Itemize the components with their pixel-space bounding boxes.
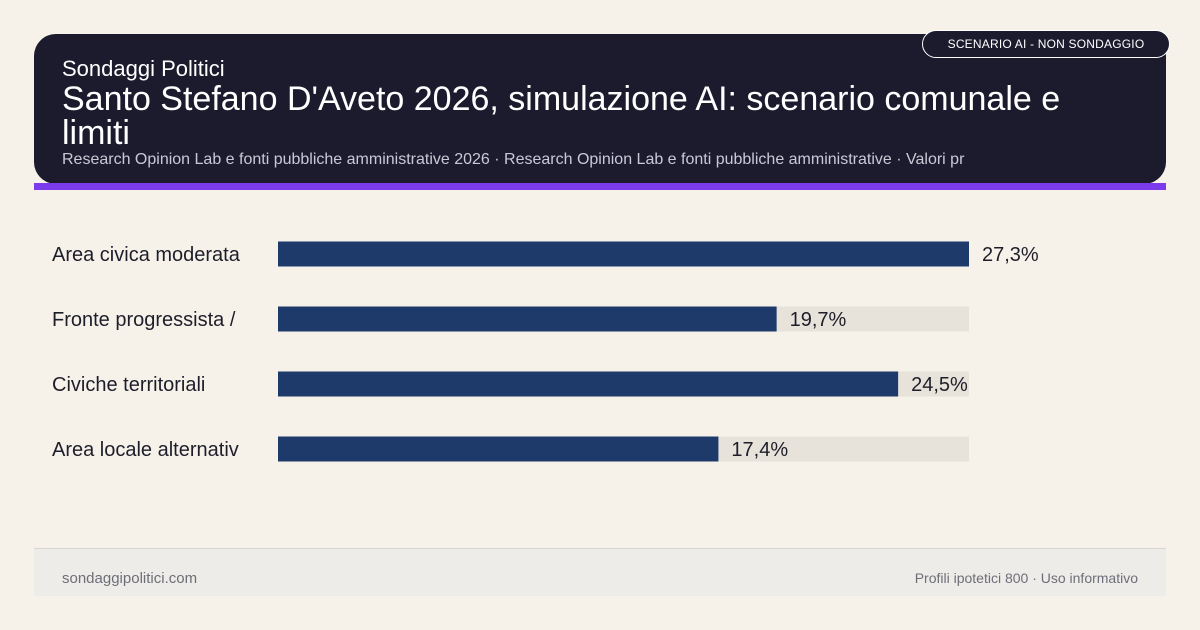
category-label: Area civica moderata (52, 244, 241, 266)
bar (278, 241, 969, 267)
brand-name: Sondaggi Politici (62, 56, 225, 81)
value-label: 27,3% (982, 244, 1039, 266)
value-label: 24,5% (911, 374, 968, 396)
value-label: 17,4% (731, 439, 788, 461)
source-subtitle: Research Opinion Lab e fonti pubbliche a… (62, 151, 965, 168)
value-label: 19,7% (790, 309, 847, 331)
category-label: Civiche territoriali (52, 374, 205, 396)
header-banner: Sondaggi Politici Santo Stefano D'Aveto … (34, 34, 1166, 184)
bar (278, 371, 899, 397)
accent-divider (34, 183, 1166, 190)
category-label: Fronte progressista / (52, 309, 236, 331)
footer: sondaggipolitici.com Profili ipotetici 8… (34, 548, 1166, 596)
scenario-badge: SCENARIO AI - NON SONDAGGIO (922, 30, 1170, 58)
bar-chart: Area civica moderata 27,3% Fronte progress… (52, 241, 1039, 462)
footer-site[interactable]: sondaggipolitici.com (62, 570, 198, 587)
page-title: Santo Stefano D'Aveto 2026, simulazione … (62, 80, 1061, 152)
bar (278, 306, 777, 332)
category-label: Area locale alternativ (52, 439, 239, 461)
footer-note: Profili ipotetici 800 · Uso informativo (914, 570, 1138, 586)
bar (278, 436, 719, 462)
